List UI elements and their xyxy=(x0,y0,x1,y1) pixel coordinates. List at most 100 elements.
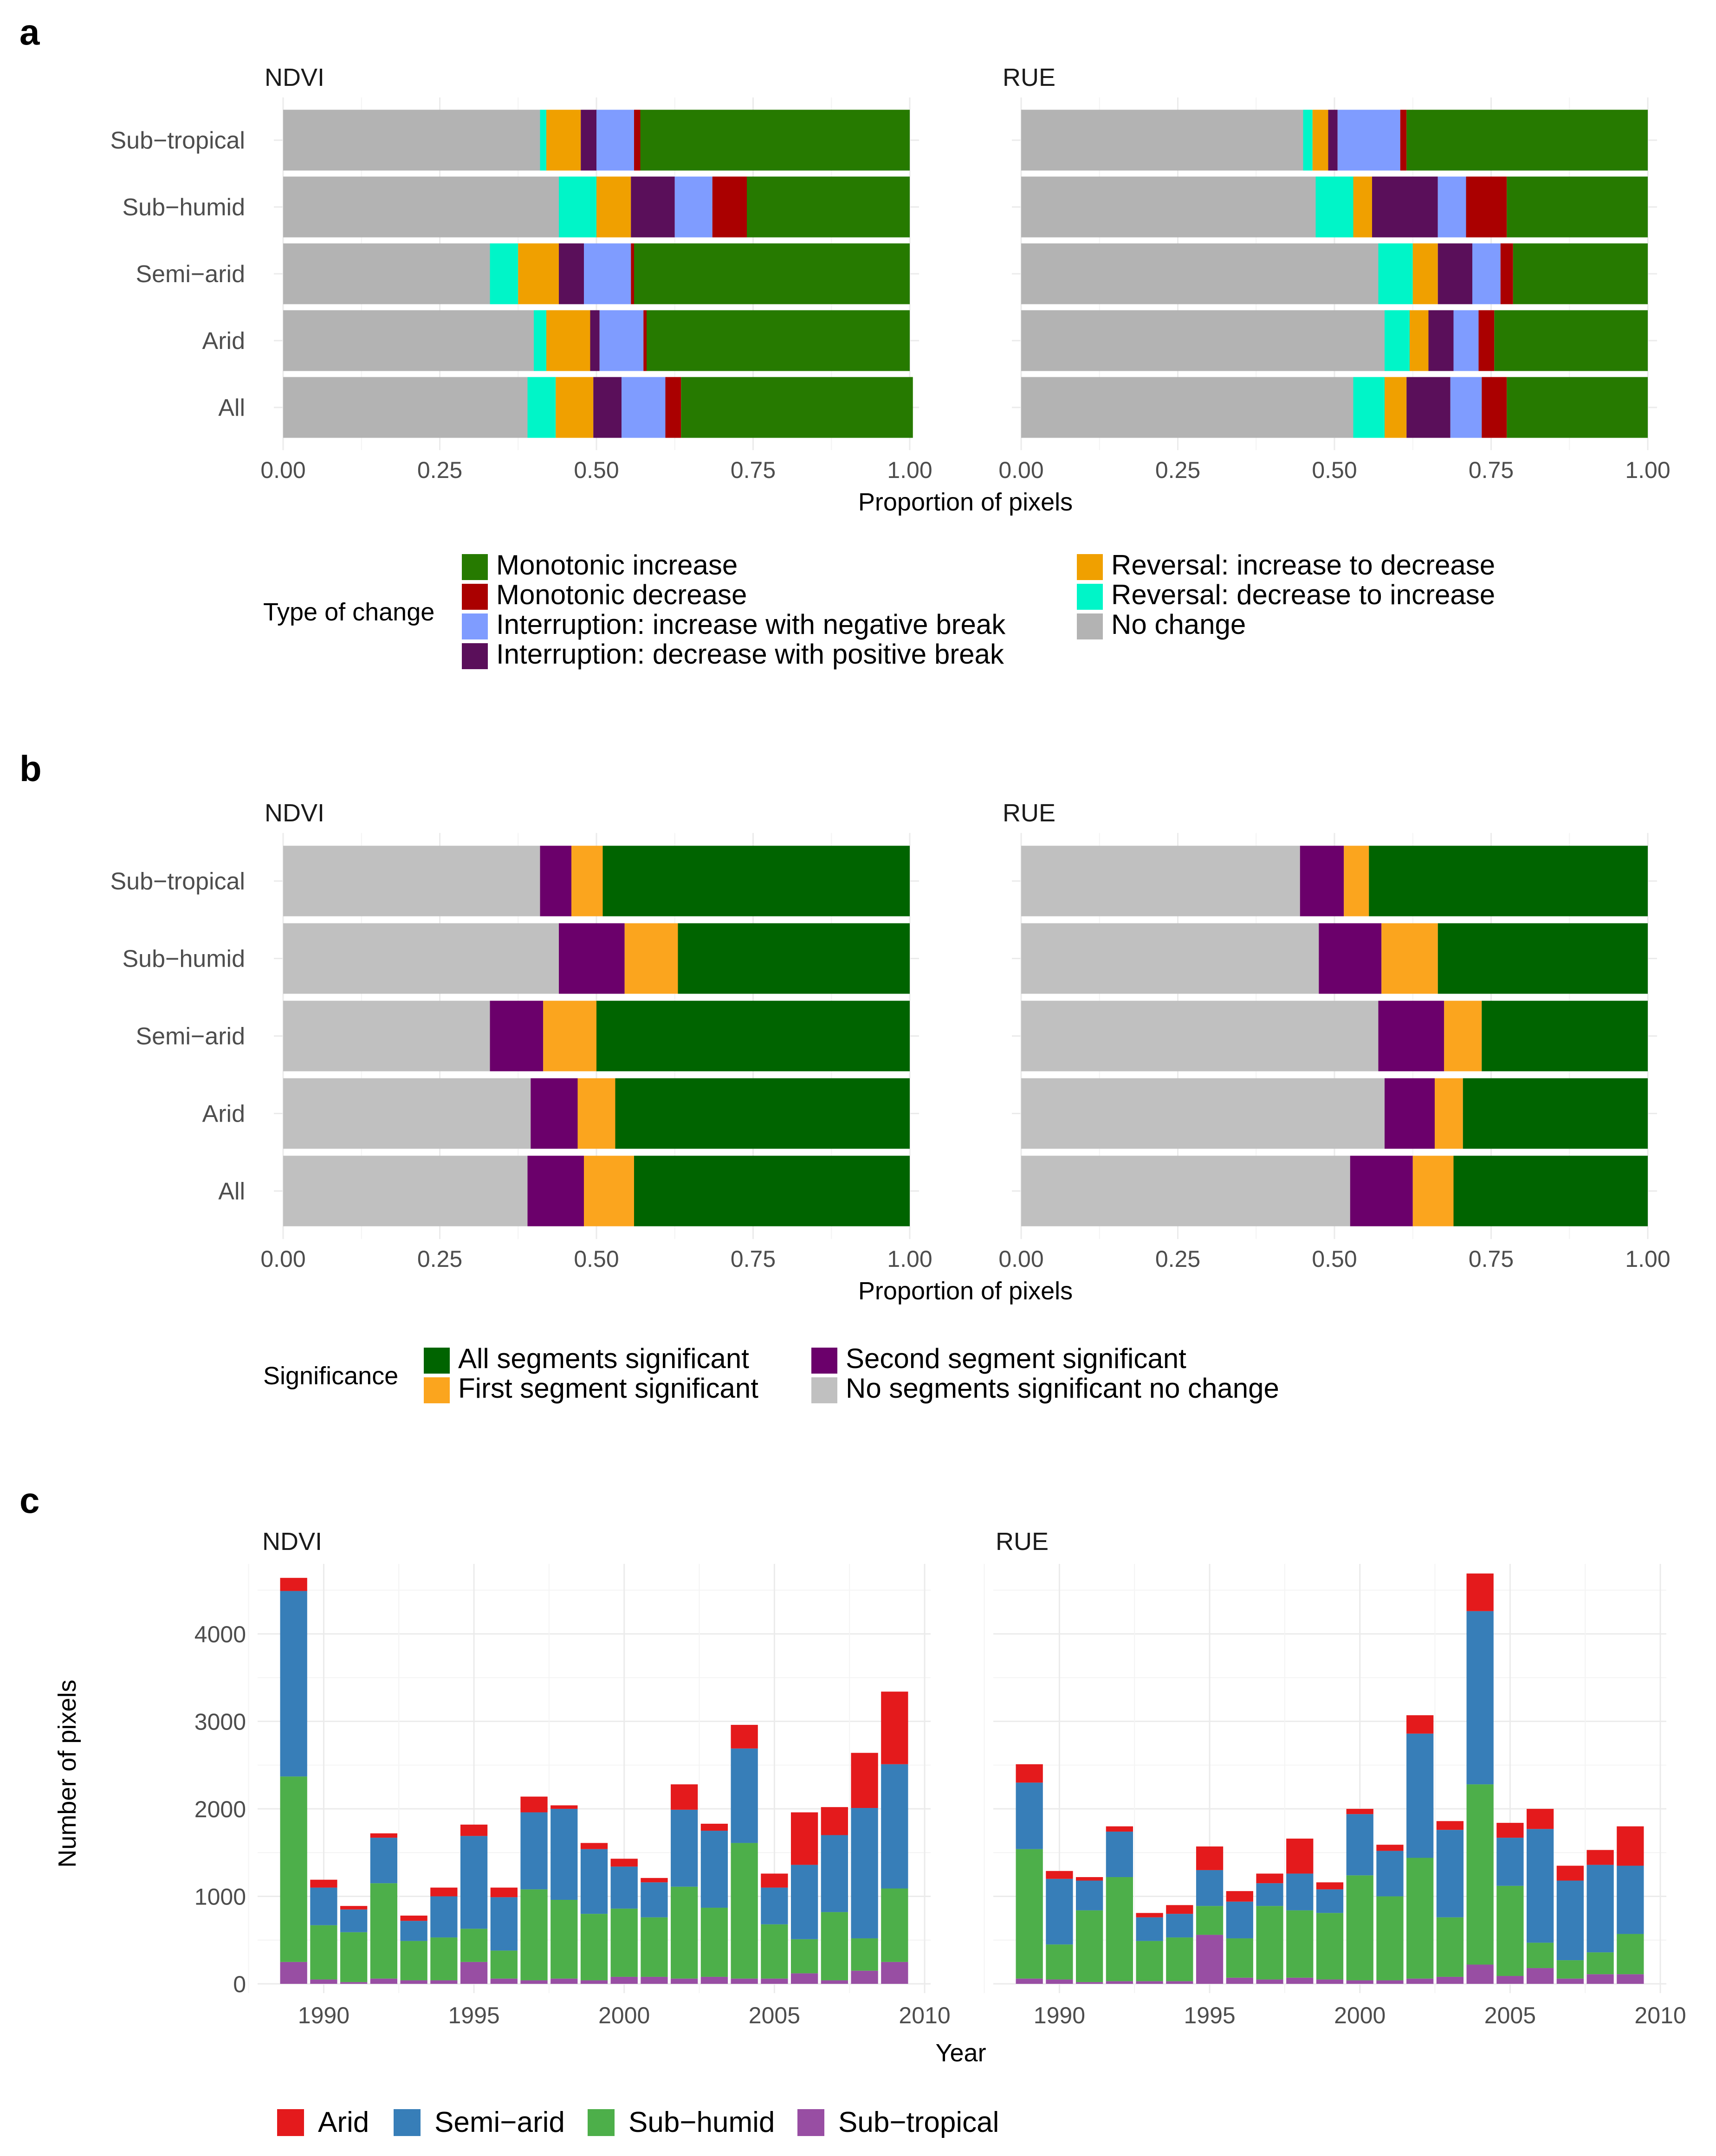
bar-no-change xyxy=(1021,377,1353,438)
bar-sub-tropical xyxy=(1076,1982,1103,1984)
bar-reversal-increase-to-decrease xyxy=(1353,176,1372,238)
bar-second-segment-significant xyxy=(1300,846,1344,917)
bar-sub-humid xyxy=(490,1950,518,1979)
x-axis-title: Proportion of pixels xyxy=(858,1277,1073,1305)
x-tick-label: 2010 xyxy=(899,2002,950,2028)
bar-reversal-increase-to-decrease xyxy=(518,243,559,304)
bar-semi-arid xyxy=(1466,1611,1494,1785)
bar-monotonic-decrease xyxy=(665,377,681,438)
bar-sub-humid xyxy=(1016,1849,1043,1979)
bar-semi-arid xyxy=(1526,1829,1554,1943)
bar-interruption-decrease-with-positive-break xyxy=(1428,310,1454,371)
bar-first-segment-significant xyxy=(1412,1155,1454,1226)
x-tick-label: 2005 xyxy=(1484,2002,1536,2028)
bar-second-segment-significant xyxy=(490,1001,544,1072)
x-tick-label: 0.50 xyxy=(1312,457,1357,483)
facet-ndvi: NDVI 0.00 0.25 0.50 0.75 1.00 Sub−tropical Sub−… xyxy=(110,799,932,1272)
bar-sub-humid xyxy=(1346,1875,1373,1981)
bar-arid xyxy=(731,1724,758,1749)
bar-monotonic-decrease xyxy=(634,110,641,171)
bar-monotonic-decrease xyxy=(1478,310,1495,371)
facet-ndvi: NDVI 0.00 0.25 0.50 0.75 1.00 Sub−tropical Sub−… xyxy=(110,64,932,483)
bar-sub-tropical xyxy=(1256,1979,1283,1984)
x-tick-label: 1990 xyxy=(1034,2002,1085,2028)
bar-arid xyxy=(490,1887,518,1898)
bar-interruption-increase-with-negative-break xyxy=(599,310,644,371)
bar-arid xyxy=(761,1873,788,1888)
legend-key-semi-arid xyxy=(394,2109,421,2136)
bar-semi-arid xyxy=(1286,1873,1314,1911)
bar-arid xyxy=(641,1878,668,1883)
bar-semi-arid xyxy=(370,1838,398,1884)
y-tick-label: Sub−humid xyxy=(122,946,245,973)
bar-first-segment-significant xyxy=(1444,1001,1482,1072)
bar-monotonic-increase xyxy=(747,176,910,238)
legend-key-interruption-increase-with-negative-break xyxy=(462,613,488,639)
bar-sub-humid xyxy=(1586,1952,1614,1975)
x-tick-label: 0.75 xyxy=(1469,1246,1514,1272)
bar-arid xyxy=(1076,1877,1103,1881)
bar-sub-humid xyxy=(821,1912,848,1981)
facet-rue: RUE 0.00 0.25 0.50 0.75 1.00 xyxy=(998,64,1670,483)
y-tick-label: 0 xyxy=(233,1971,246,1997)
bar-monotonic-increase xyxy=(1406,110,1648,171)
bar-sub-humid xyxy=(1046,1944,1073,1980)
x-tick-label: 0.25 xyxy=(417,1246,462,1272)
bar-sub-humid xyxy=(1286,1910,1314,1978)
bar-arid xyxy=(610,1859,638,1867)
bar-sub-humid xyxy=(1556,1960,1584,1979)
legend-key-first-segment-significant xyxy=(424,1377,450,1403)
bar-sub-humid xyxy=(460,1929,488,1962)
bar-reversal-increase-to-decrease xyxy=(596,176,631,238)
x-tick-label: 0.25 xyxy=(417,457,462,483)
bar-semi-arid xyxy=(1046,1878,1073,1945)
bar-interruption-increase-with-negative-break xyxy=(1472,243,1501,304)
bar-interruption-decrease-with-positive-break xyxy=(1372,176,1438,238)
bar-reversal-decrease-to-increase xyxy=(1378,243,1413,304)
bar-semi-arid xyxy=(520,1812,548,1890)
bar-arid xyxy=(310,1879,337,1888)
y-tick-label: All xyxy=(218,394,245,421)
bar-all-segments-significant xyxy=(1463,1078,1648,1149)
bar-first-segment-significant xyxy=(584,1155,634,1226)
bar-no-change xyxy=(283,377,528,438)
x-tick-label: 1.00 xyxy=(1625,457,1670,483)
bar-sub-tropical xyxy=(641,1976,668,1984)
bar-sub-humid xyxy=(340,1932,368,1982)
x-tick-label: 1.00 xyxy=(887,1246,932,1272)
bar-semi-arid xyxy=(821,1835,848,1912)
bar-semi-arid xyxy=(1196,1870,1224,1906)
bar-arid xyxy=(550,1805,578,1809)
bar-monotonic-increase xyxy=(681,377,913,438)
x-tick-label: 1995 xyxy=(1184,2002,1235,2028)
bar-arid xyxy=(1586,1850,1614,1865)
x-tick-label: 2000 xyxy=(1334,2002,1386,2028)
bar-interruption-increase-with-negative-break xyxy=(1450,377,1482,438)
bar-sub-humid xyxy=(790,1939,818,1974)
legend-label-sub-humid: Sub−humid xyxy=(628,2106,775,2138)
x-tick-label: 2005 xyxy=(749,2002,800,2028)
bar-arid xyxy=(1526,1808,1554,1829)
bar-sub-tropical xyxy=(1617,1974,1644,1984)
bar-sub-tropical xyxy=(851,1970,878,1984)
legend-label-monotonic-increase: Monotonic increase xyxy=(496,549,738,581)
bar-reversal-decrease-to-increase xyxy=(490,243,518,304)
bar-semi-arid xyxy=(1106,1831,1133,1877)
bar-arid xyxy=(370,1833,398,1838)
facet-title: RUE xyxy=(996,1528,1049,1556)
legend-key-interruption-decrease-with-positive-break xyxy=(462,643,488,669)
bar-monotonic-increase xyxy=(640,110,910,171)
bar-reversal-increase-to-decrease xyxy=(546,110,581,171)
x-tick-label: 0.00 xyxy=(998,1246,1043,1272)
bar-reversal-increase-to-decrease xyxy=(1312,110,1328,171)
bar-sub-tropical xyxy=(1376,1980,1404,1984)
bar-no-change xyxy=(1021,310,1385,371)
bar-interruption-decrease-with-positive-break xyxy=(581,110,596,171)
x-axis-title: Year xyxy=(935,2039,986,2067)
bar-interruption-decrease-with-positive-break xyxy=(631,176,675,238)
bar-all-segments-significant xyxy=(596,1001,910,1072)
bar-arid xyxy=(430,1887,458,1897)
facet-title: NDVI xyxy=(265,64,324,91)
bar-sub-tropical xyxy=(1286,1977,1314,1984)
bar-interruption-increase-with-negative-break xyxy=(1438,176,1466,238)
